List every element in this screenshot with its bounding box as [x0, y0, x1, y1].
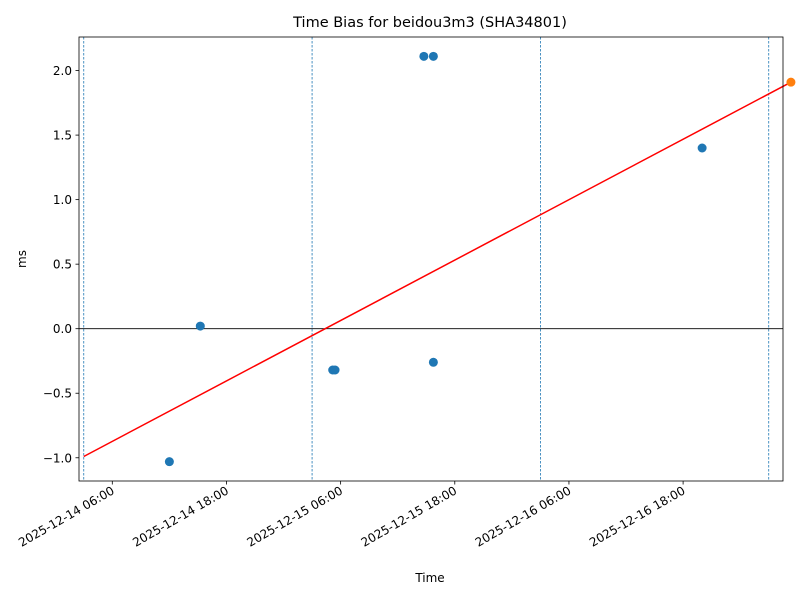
chart-title: Time Bias for beidou3m3 (SHA34801)	[292, 15, 567, 31]
data-point	[419, 51, 429, 61]
plot-area	[78, 36, 796, 482]
axes-frame	[78, 36, 784, 482]
y-tick-label: −0.5	[43, 387, 72, 401]
data-point	[428, 51, 438, 61]
y-tick-label: −1.0	[43, 451, 72, 465]
y-tick-label: 0.5	[53, 258, 72, 272]
y-tick-label: 1.5	[53, 129, 72, 143]
x-axis-label: Time	[414, 571, 444, 585]
trend-line	[83, 81, 792, 458]
y-axis-label: ms	[15, 250, 29, 268]
latest-data-point	[786, 77, 796, 87]
data-point	[428, 357, 438, 367]
data-point	[697, 143, 707, 153]
y-tick-label: 1.0	[53, 193, 72, 207]
data-point	[164, 457, 174, 467]
data-point	[330, 365, 340, 375]
plot-background	[79, 37, 783, 481]
data-point	[195, 321, 205, 331]
y-tick-label: 2.0	[53, 64, 72, 78]
y-axis: −1.0 −0.5 0.0 0.5 1.0 1.5 2.0	[43, 64, 79, 465]
y-tick-label: 0.0	[53, 322, 72, 336]
